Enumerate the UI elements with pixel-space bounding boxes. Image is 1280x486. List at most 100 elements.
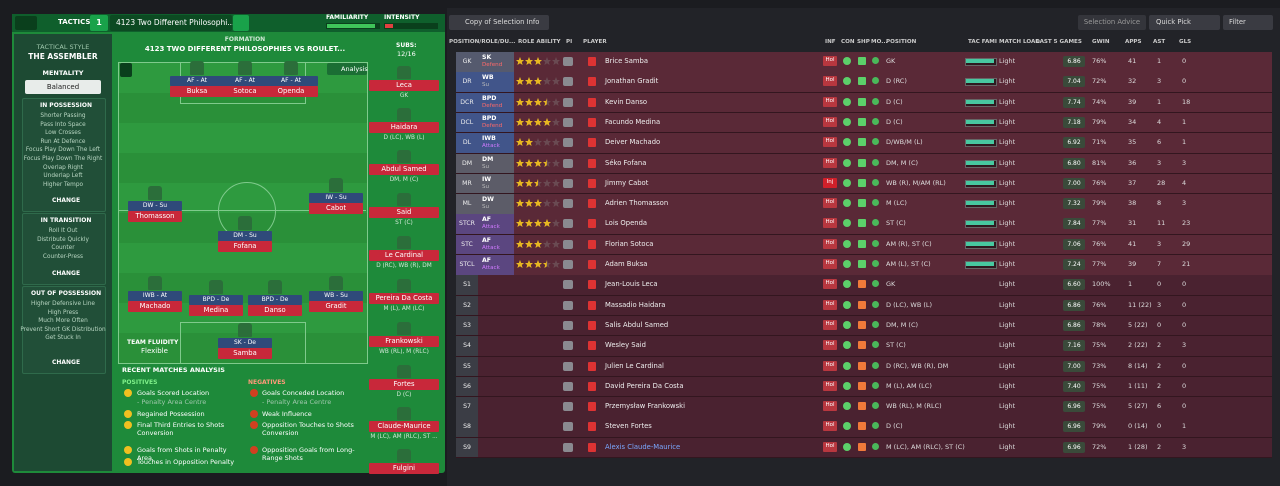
player-name[interactable]: Jimmy Cabot	[605, 178, 649, 187]
player-name[interactable]: Gradit	[325, 302, 347, 310]
mentality-select[interactable]	[25, 80, 101, 94]
change-button[interactable]: CHANGE	[51, 270, 81, 277]
column-header[interactable]: PI	[566, 39, 573, 45]
player-name[interactable]: Thomasson	[135, 212, 175, 220]
add-tactic[interactable]	[233, 15, 249, 31]
sub-name-tag[interactable]	[369, 80, 439, 91]
player-name[interactable]: Samba	[233, 349, 257, 357]
player-name[interactable]: Séko Fofana	[605, 158, 647, 167]
sub-name-tag[interactable]	[369, 336, 439, 347]
sub-name-tag[interactable]	[369, 164, 439, 175]
player-name[interactable]: Przemysław Frankowski	[605, 402, 685, 411]
player-name[interactable]: Jonathan Gradit	[605, 77, 659, 86]
column-header[interactable]: INF	[825, 39, 836, 45]
sub-name[interactable]: Claude-Maurice	[377, 422, 431, 430]
player-name[interactable]: Machado	[139, 302, 171, 310]
name-tag[interactable]	[218, 348, 272, 359]
analysis-button[interactable]	[327, 63, 367, 75]
player-name[interactable]: Massadio Haidara	[605, 300, 666, 309]
name-tag[interactable]	[189, 305, 243, 316]
player-name[interactable]: Salis Abdul Samed	[605, 320, 669, 329]
quick-pick-button[interactable]	[1149, 15, 1220, 30]
name-tag[interactable]	[264, 86, 318, 97]
player-name[interactable]: Jean-Louis Leca	[605, 280, 658, 289]
player-name[interactable]: Julien Le Cardinal	[605, 361, 664, 370]
player-name[interactable]: Danso	[264, 306, 286, 314]
sub-name[interactable]: Said	[396, 208, 412, 216]
name-tag[interactable]	[248, 305, 302, 316]
player-name[interactable]: David Pereira Da Costa	[605, 381, 684, 390]
tactic-select[interactable]	[110, 15, 232, 31]
name-tag[interactable]	[309, 203, 363, 214]
name-tag[interactable]	[128, 301, 182, 312]
sub-name-tag[interactable]	[369, 293, 439, 304]
sub-name-tag[interactable]	[369, 122, 439, 133]
sub-name[interactable]: Haidara	[390, 123, 418, 131]
column-header[interactable]: GLS	[1179, 39, 1192, 45]
column-header[interactable]: ROLE ABILITY	[518, 39, 561, 45]
rating-badge	[1063, 198, 1085, 210]
column-header[interactable]: MO...	[871, 39, 888, 45]
player-name[interactable]: Alexis Claude-Maurice	[605, 442, 681, 451]
column-header[interactable]: PLAYER	[583, 39, 607, 45]
name-tag[interactable]	[218, 241, 272, 252]
column-header[interactable]: POSITION/ROLE/DU...	[449, 39, 516, 45]
column-header[interactable]: LAST 5 GAMES	[1036, 39, 1082, 45]
advice-button[interactable]	[1078, 15, 1146, 30]
column-header[interactable]: AST	[1153, 39, 1166, 45]
player-name[interactable]: Deiver Machado	[605, 138, 661, 147]
name-tag[interactable]	[218, 86, 272, 97]
player-name[interactable]: Adam Buksa	[605, 260, 648, 268]
column-header[interactable]: TAC FAMI	[968, 39, 997, 45]
player-name[interactable]: Kevin Danso	[605, 97, 648, 106]
name-tag[interactable]	[128, 211, 182, 222]
column-header[interactable]: GWIN	[1092, 39, 1110, 45]
sub-name-tag[interactable]	[369, 379, 439, 390]
column-header[interactable]: APPS	[1125, 39, 1142, 45]
gls: 0	[1182, 57, 1187, 65]
view-name[interactable]: Copy of Selection Info	[465, 18, 540, 26]
sub-name-tag[interactable]	[369, 463, 439, 474]
sub-name[interactable]: Le Cardinal	[384, 251, 424, 259]
column-header[interactable]: POSITION	[886, 39, 917, 45]
player-name[interactable]: Cabot	[325, 204, 347, 212]
advice[interactable]: Selection Advice	[1083, 18, 1141, 26]
change-button[interactable]: CHANGE	[51, 359, 81, 366]
player-name[interactable]: Lois Openda	[605, 219, 648, 228]
sub-name[interactable]: Leca	[396, 81, 412, 89]
column-header[interactable]: MATCH LOAD	[999, 39, 1040, 45]
sub-name[interactable]: Abdul Samed	[381, 165, 427, 173]
filter-button[interactable]	[1223, 15, 1273, 30]
player-name[interactable]: Adrien Thomasson	[605, 199, 669, 208]
column-header[interactable]: SHP	[857, 39, 870, 45]
view-select[interactable]	[449, 15, 549, 30]
player-name[interactable]: Medina	[203, 306, 229, 314]
player-name[interactable]: Brice Samba	[605, 57, 649, 65]
filter[interactable]: Filter	[1229, 18, 1246, 26]
quick-pick[interactable]: Quick Pick	[1156, 18, 1191, 26]
sub-name[interactable]: Fulgini	[392, 464, 416, 472]
player-shirt	[588, 158, 596, 168]
sub-name[interactable]: Frankowski	[385, 337, 423, 345]
player-name[interactable]: Florian Sotoca	[605, 239, 654, 248]
sub-name-tag[interactable]	[369, 250, 439, 261]
apps: 39	[1128, 260, 1137, 268]
player-name[interactable]: Fofana	[233, 242, 257, 250]
analysis-label[interactable]: Analysis	[341, 65, 368, 73]
back-button[interactable]	[15, 16, 37, 30]
player-name[interactable]: Wesley Said	[605, 341, 646, 350]
name-tag[interactable]	[309, 301, 363, 312]
sub-name-tag[interactable]	[369, 421, 439, 432]
player-name[interactable]: Sotoca	[233, 87, 257, 95]
sub-name-tag[interactable]	[369, 207, 439, 218]
change-button[interactable]: CHANGE	[51, 197, 81, 204]
player-name[interactable]: Openda	[277, 87, 305, 95]
view-toggle[interactable]	[120, 63, 132, 77]
sub-name[interactable]: Fortes	[393, 380, 415, 388]
column-header[interactable]: CON	[841, 39, 855, 45]
player-name[interactable]: Buksa	[186, 87, 208, 95]
name-tag[interactable]	[170, 86, 224, 97]
sub-name[interactable]: Pereira Da Costa	[375, 294, 433, 302]
player-name[interactable]: Steven Fortes	[605, 422, 652, 431]
player-name[interactable]: Facundo Medina	[605, 117, 661, 126]
